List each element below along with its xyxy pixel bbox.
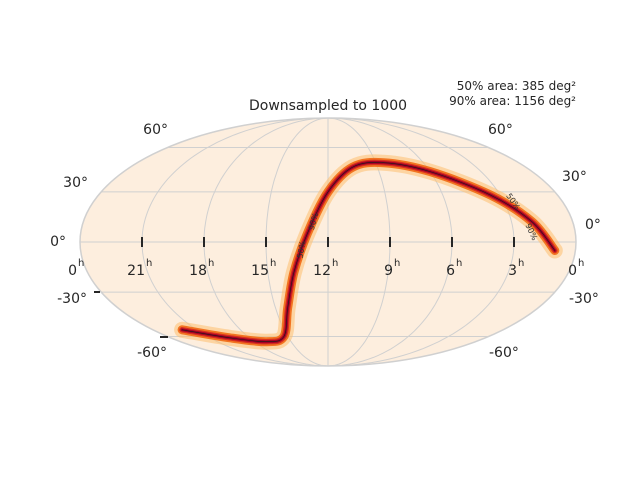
map-boundary [79,117,577,367]
ra-label-unit: h [578,258,584,269]
lat-label-right: -30° [569,291,599,307]
lat-label-right: 30° [562,169,587,185]
ra-label-unit: h [456,258,462,269]
ra-label-unit: h [332,258,338,269]
ra-label: 0 [568,263,577,279]
contour-label-50-left: 50% [296,240,308,259]
ra-label-unit: h [146,258,152,269]
latitude-labels: 60° 60° 30° 30° 0° 0° -30° -30° -60° -60° [50,122,601,361]
ra-label-unit: h [518,258,524,269]
contour-line [181,162,556,343]
ra-label: 15 [251,263,269,279]
ra-tick-marks [94,237,515,338]
chart-title: Downsampled to 1000 [249,98,407,114]
area-50-annotation: 50% area: 385 deg² [457,79,576,93]
ra-label: 6 [446,263,455,279]
probability-region [174,154,563,350]
lat-label-right: 60° [488,122,513,138]
lat-label-left: -60° [137,345,167,361]
area-90-annotation: 90% area: 1156 deg² [449,94,576,108]
lat-label-left: 60° [143,122,168,138]
ra-label: 12 [313,263,331,279]
ra-label: 18 [189,263,207,279]
lat-label-left: -30° [57,291,87,307]
ra-label-unit: h [270,258,276,269]
ra-label-unit: h [78,258,84,269]
ra-label: 9 [384,263,393,279]
lat-label-right: -60° [489,345,519,361]
lat-label-left: 0° [50,234,66,250]
ra-label-unit: h [394,258,400,269]
ra-labels: 0 h 21 h 18 h 15 h 12 h 9 h 6 h 3 h 0 h [68,258,584,279]
ra-label: 21 [127,263,145,279]
ra-label: 3 [508,263,517,279]
ra-label: 0 [68,263,77,279]
lat-label-left: 30° [63,175,88,191]
lat-label-right: 0° [585,217,601,233]
ra-label-unit: h [208,258,214,269]
